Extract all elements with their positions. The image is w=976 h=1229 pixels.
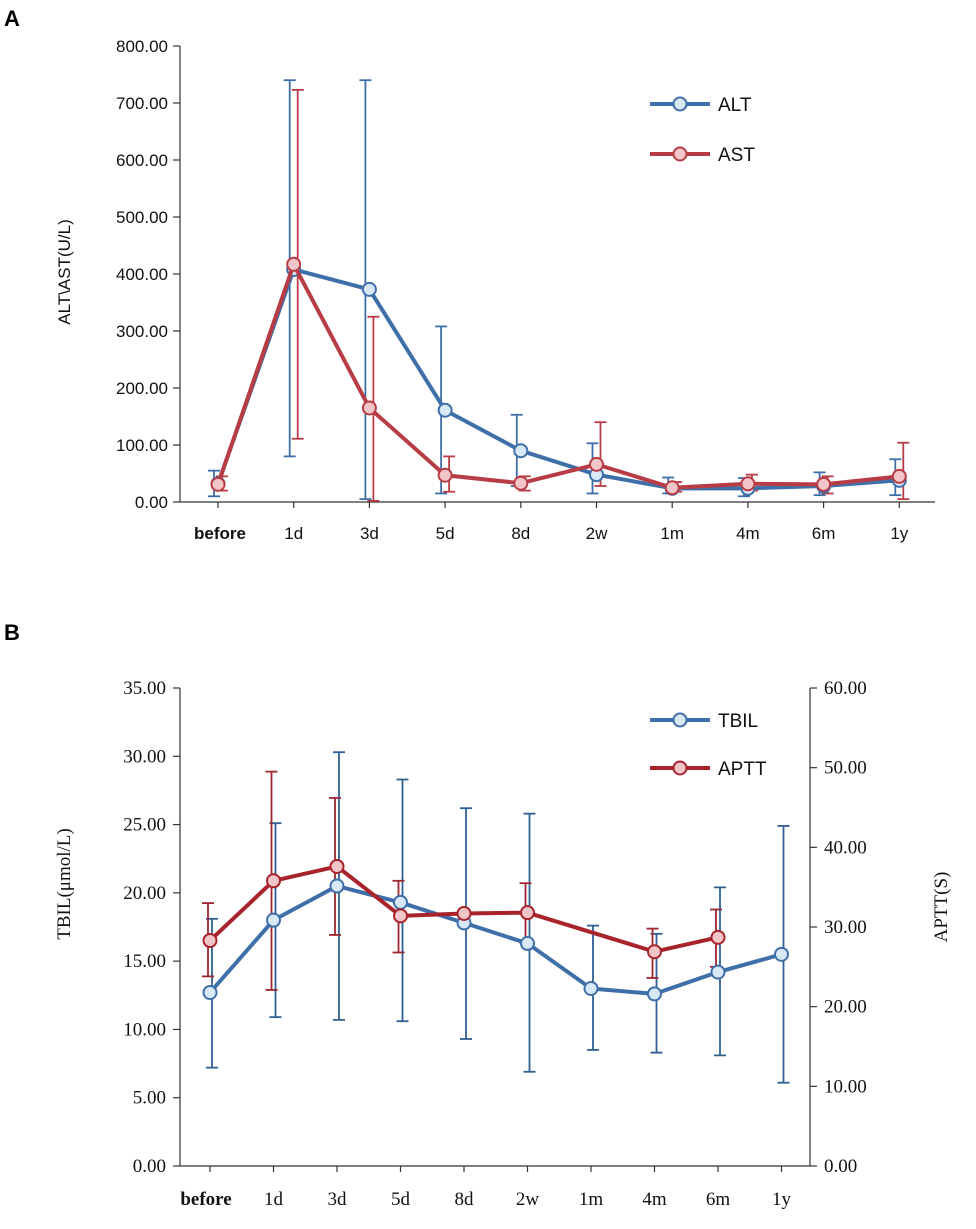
y-tick-label-right: 10.00 <box>824 1076 867 1097</box>
y-tick-label-right: 30.00 <box>824 917 867 938</box>
x-tick-label: 2w <box>586 524 608 543</box>
y-tick-label-left: 35.00 <box>123 678 166 699</box>
series-tbil-line <box>208 884 784 996</box>
legend-marker-tbil <box>672 712 688 728</box>
y-tick-label-left: 10.00 <box>123 1019 166 1040</box>
series-ast-point <box>437 467 453 483</box>
series-tbil-point <box>710 964 726 980</box>
x-tick-label: 8d <box>455 1189 475 1210</box>
y-tick-label-left: 0.00 <box>133 1156 166 1177</box>
y-tick-label-right: 60.00 <box>824 678 867 699</box>
series-tbil-point <box>202 985 218 1001</box>
x-tick-label: 1d <box>264 1189 284 1210</box>
x-tick-label: 3d <box>360 524 379 543</box>
series-tbil-point <box>266 912 281 928</box>
x-tick-label: 2w <box>516 1189 540 1210</box>
x-tick-label: before <box>194 524 246 543</box>
x-tick-label: 6m <box>706 1189 731 1210</box>
series-aptt-point <box>456 905 472 921</box>
x-tick-label: 5d <box>436 524 455 543</box>
panel-label-b: B <box>4 620 20 645</box>
x-tick-label: 1d <box>284 524 303 543</box>
y-axis-title-left: TBIL(μmol/L) <box>54 828 75 940</box>
series-ast-point <box>286 256 302 272</box>
y-tick-label: 100.00 <box>116 436 168 455</box>
x-tick-label: 1m <box>579 1189 604 1210</box>
legend-marker-alt <box>672 96 688 112</box>
series-alt-point <box>361 281 377 297</box>
y-tick-label: 0.00 <box>135 493 168 512</box>
series-ast-point <box>361 400 377 416</box>
y-tick-label: 600.00 <box>116 151 168 170</box>
y-tick-label-left: 15.00 <box>123 951 166 972</box>
x-tick-label: 1y <box>890 524 908 543</box>
x-tick-label: 4m <box>642 1189 667 1210</box>
series-aptt-point <box>266 873 281 889</box>
series-ast-point <box>891 468 907 484</box>
x-tick-label: 4m <box>736 524 760 543</box>
series-ast-point <box>664 480 680 496</box>
y-tick-label-left: 5.00 <box>133 1088 166 1109</box>
series-tbil-point <box>647 986 662 1002</box>
y-tick-label-right: 20.00 <box>824 997 867 1018</box>
series-ast-point <box>210 476 226 492</box>
series-ast-point <box>816 476 832 492</box>
legend-marker-ast <box>672 146 688 162</box>
legend-label-aptt: APTT <box>718 759 767 780</box>
legend-label-tbil: TBIL <box>718 711 758 732</box>
series-aptt-point <box>329 858 345 874</box>
y-tick-label-right: 0.00 <box>824 1156 857 1177</box>
y-tick-label-right: 40.00 <box>824 837 867 858</box>
x-tick-label: 1m <box>660 524 684 543</box>
series-ast-point <box>589 456 604 472</box>
series-tbil-point <box>583 980 599 996</box>
series-alt-line <box>216 267 902 491</box>
legend-label-alt: ALT <box>718 95 752 116</box>
series-ast-point <box>513 475 529 491</box>
chart-b-tbil-aptt: 0.00 5.00 10.00 15.00 20.00 25.00 30.00 35.00 0.… <box>54 678 952 1210</box>
legend-label-ast: AST <box>718 145 755 166</box>
y-axis-title: ALT\AST(U/L) <box>55 219 74 324</box>
series-aptt-point <box>647 944 662 960</box>
series-aptt-point <box>202 933 218 949</box>
series-tbil-point <box>329 878 345 894</box>
series-tbil-point <box>520 935 535 951</box>
series-tbil-point <box>393 894 408 910</box>
series-ast-point <box>740 476 756 492</box>
y-axis-title-right: APTT(S) <box>931 872 952 943</box>
y-tick-label: 800.00 <box>116 37 168 56</box>
y-tick-label-left: 20.00 <box>123 883 166 904</box>
series-alt-point <box>437 402 453 418</box>
x-tick-label: before <box>180 1189 231 1210</box>
y-tick-label-left: 30.00 <box>123 746 166 767</box>
chart-a-alt-ast: 0.00 100.00 200.00 300.00 400.00 500.00 600.00… <box>55 37 935 543</box>
legend-marker-aptt <box>672 760 688 776</box>
x-tick-label: 3d <box>328 1189 348 1210</box>
series-aptt-line <box>208 864 720 954</box>
series-ast-line <box>216 262 902 490</box>
series-aptt-point <box>520 905 535 921</box>
y-tick-label: 500.00 <box>116 208 168 227</box>
panel-label-a: A <box>4 6 20 31</box>
series-aptt-point <box>710 929 726 945</box>
series-aptt-point <box>393 908 408 924</box>
y-tick-label-left: 25.00 <box>123 815 166 836</box>
y-tick-label: 200.00 <box>116 379 168 398</box>
x-tick-label: 6m <box>812 524 836 543</box>
series-alt-point <box>513 443 529 459</box>
y-tick-label: 400.00 <box>116 265 168 284</box>
series-tbil-point <box>774 946 789 962</box>
x-tick-label: 5d <box>391 1189 411 1210</box>
y-tick-label-right: 50.00 <box>824 758 867 779</box>
x-tick-label: 1y <box>772 1189 792 1210</box>
x-tick-label: 8d <box>511 524 530 543</box>
y-tick-label: 700.00 <box>116 94 168 113</box>
y-tick-label: 300.00 <box>116 322 168 341</box>
